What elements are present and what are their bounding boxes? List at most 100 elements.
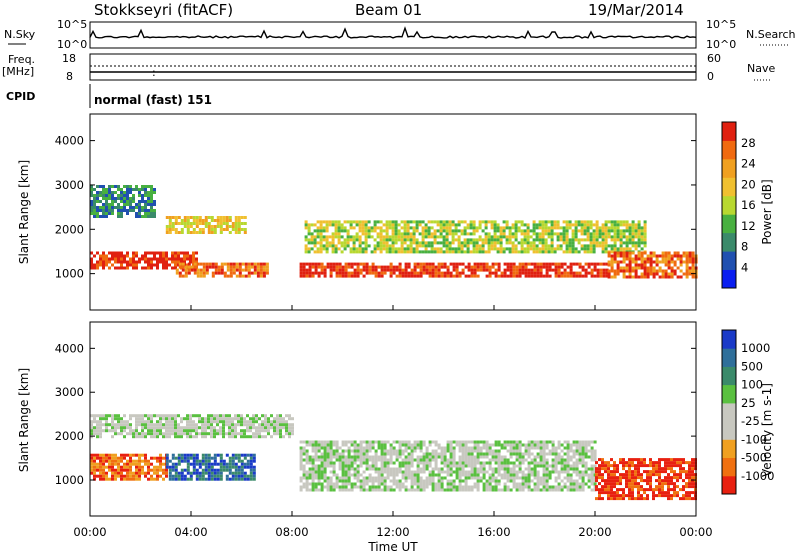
scatter-cell	[234, 456, 238, 460]
scatter-cell	[308, 470, 312, 474]
scatter-cell	[181, 268, 185, 272]
scatter-cell	[619, 241, 623, 245]
scatter-cell	[126, 468, 129, 472]
scatter-cell	[506, 488, 510, 492]
scatter-cell	[518, 452, 522, 456]
scatter-cell	[631, 464, 634, 468]
scatter-cell	[362, 262, 366, 266]
scatter-cell	[174, 219, 178, 222]
scatter-cell	[332, 440, 336, 444]
scatter-cell	[515, 440, 519, 444]
scatter-cell	[586, 229, 590, 233]
scatter-cell	[364, 223, 368, 227]
scatter-cell	[350, 461, 354, 465]
scatter-cell	[380, 452, 384, 456]
scatter-cell	[392, 479, 396, 483]
scatter-cell	[319, 241, 323, 245]
scatter-cell	[416, 482, 420, 486]
scatter-cell	[446, 271, 450, 275]
scatter-cell	[180, 435, 183, 439]
scatter-cell	[108, 203, 111, 206]
scatter-cell	[449, 479, 453, 483]
scatter-cell	[655, 461, 658, 465]
scatter-cell	[368, 443, 372, 447]
freq-glitch-mark: :	[152, 66, 156, 79]
scatter-cell	[135, 251, 138, 255]
scatter-cell	[482, 476, 486, 480]
scatter-cell	[652, 461, 655, 465]
scatter-cell	[353, 271, 357, 275]
scatter-cell	[207, 459, 211, 463]
scatter-cell	[431, 271, 435, 275]
scatter-cell	[352, 226, 356, 230]
scatter-cell	[253, 265, 257, 269]
scatter-cell	[181, 265, 185, 269]
scatter-cell	[374, 271, 378, 275]
scatter-cell	[529, 241, 533, 245]
scatter-cell	[479, 446, 483, 450]
scatter-cell	[637, 275, 641, 279]
scatter-cell	[377, 485, 381, 489]
scatter-cell	[249, 462, 253, 466]
scatter-cell	[406, 238, 410, 242]
scatter-cell	[484, 241, 488, 245]
scatter-cell	[439, 226, 443, 230]
scatter-cell	[404, 479, 408, 483]
scatter-cell	[512, 479, 516, 483]
scatter-cell	[350, 458, 354, 462]
scatter-cell	[204, 225, 208, 228]
scatter-cell	[463, 226, 467, 230]
scatter-cell	[379, 247, 383, 251]
scatter-cell	[616, 479, 619, 483]
scatter-cell	[508, 229, 512, 233]
scatter-cell	[371, 443, 375, 447]
scatter-cell	[335, 479, 339, 483]
scatter-cell	[264, 435, 267, 439]
scatter-cell	[452, 446, 456, 450]
scatter-cell	[610, 238, 614, 242]
scatter-cell	[416, 470, 420, 474]
scatter-cell	[398, 449, 402, 453]
scatter-cell	[105, 471, 108, 475]
scatter-cell	[359, 268, 363, 272]
scatter-cell	[320, 488, 324, 492]
scatter-cell	[102, 206, 105, 209]
scatter-cell	[536, 265, 540, 269]
scatter-cell	[404, 488, 408, 492]
scatter-cell	[551, 467, 555, 471]
scatter-cell	[554, 452, 558, 456]
scatter-cell	[168, 426, 171, 430]
scatter-cell	[228, 219, 232, 222]
scatter-cell	[655, 254, 659, 258]
x-axis-label: Time UT	[367, 540, 418, 554]
scatter-cell	[180, 429, 183, 433]
scatter-cell	[547, 226, 551, 230]
scatter-cell	[338, 461, 342, 465]
scatter-cell	[380, 440, 384, 444]
scatter-cell	[123, 209, 126, 212]
scatter-cell	[307, 229, 311, 233]
scatter-cell	[201, 231, 205, 234]
scatter-cell	[371, 488, 375, 492]
scatter-cell	[108, 459, 111, 463]
scatter-cell	[374, 455, 378, 459]
scatter-cell	[196, 268, 200, 272]
scatter-cell	[524, 452, 528, 456]
scatter-cell	[500, 476, 504, 480]
scatter-cell	[535, 235, 539, 239]
scatter-cell	[210, 423, 213, 427]
scatter-cell	[526, 250, 530, 254]
scatter-cell	[476, 470, 480, 474]
scatter-cell	[252, 426, 255, 430]
scatter-cell	[329, 265, 333, 269]
scatter-cell	[231, 471, 235, 475]
scatter-cell	[359, 461, 363, 465]
scatter-cell	[616, 226, 620, 230]
scatter-cell	[174, 465, 178, 469]
scatter-cell	[343, 241, 347, 245]
scatter-cell	[416, 262, 420, 266]
scatter-cell	[545, 262, 549, 266]
scatter-cell	[180, 426, 183, 430]
scatter-cell	[105, 474, 108, 478]
scatter-cell	[598, 497, 601, 501]
